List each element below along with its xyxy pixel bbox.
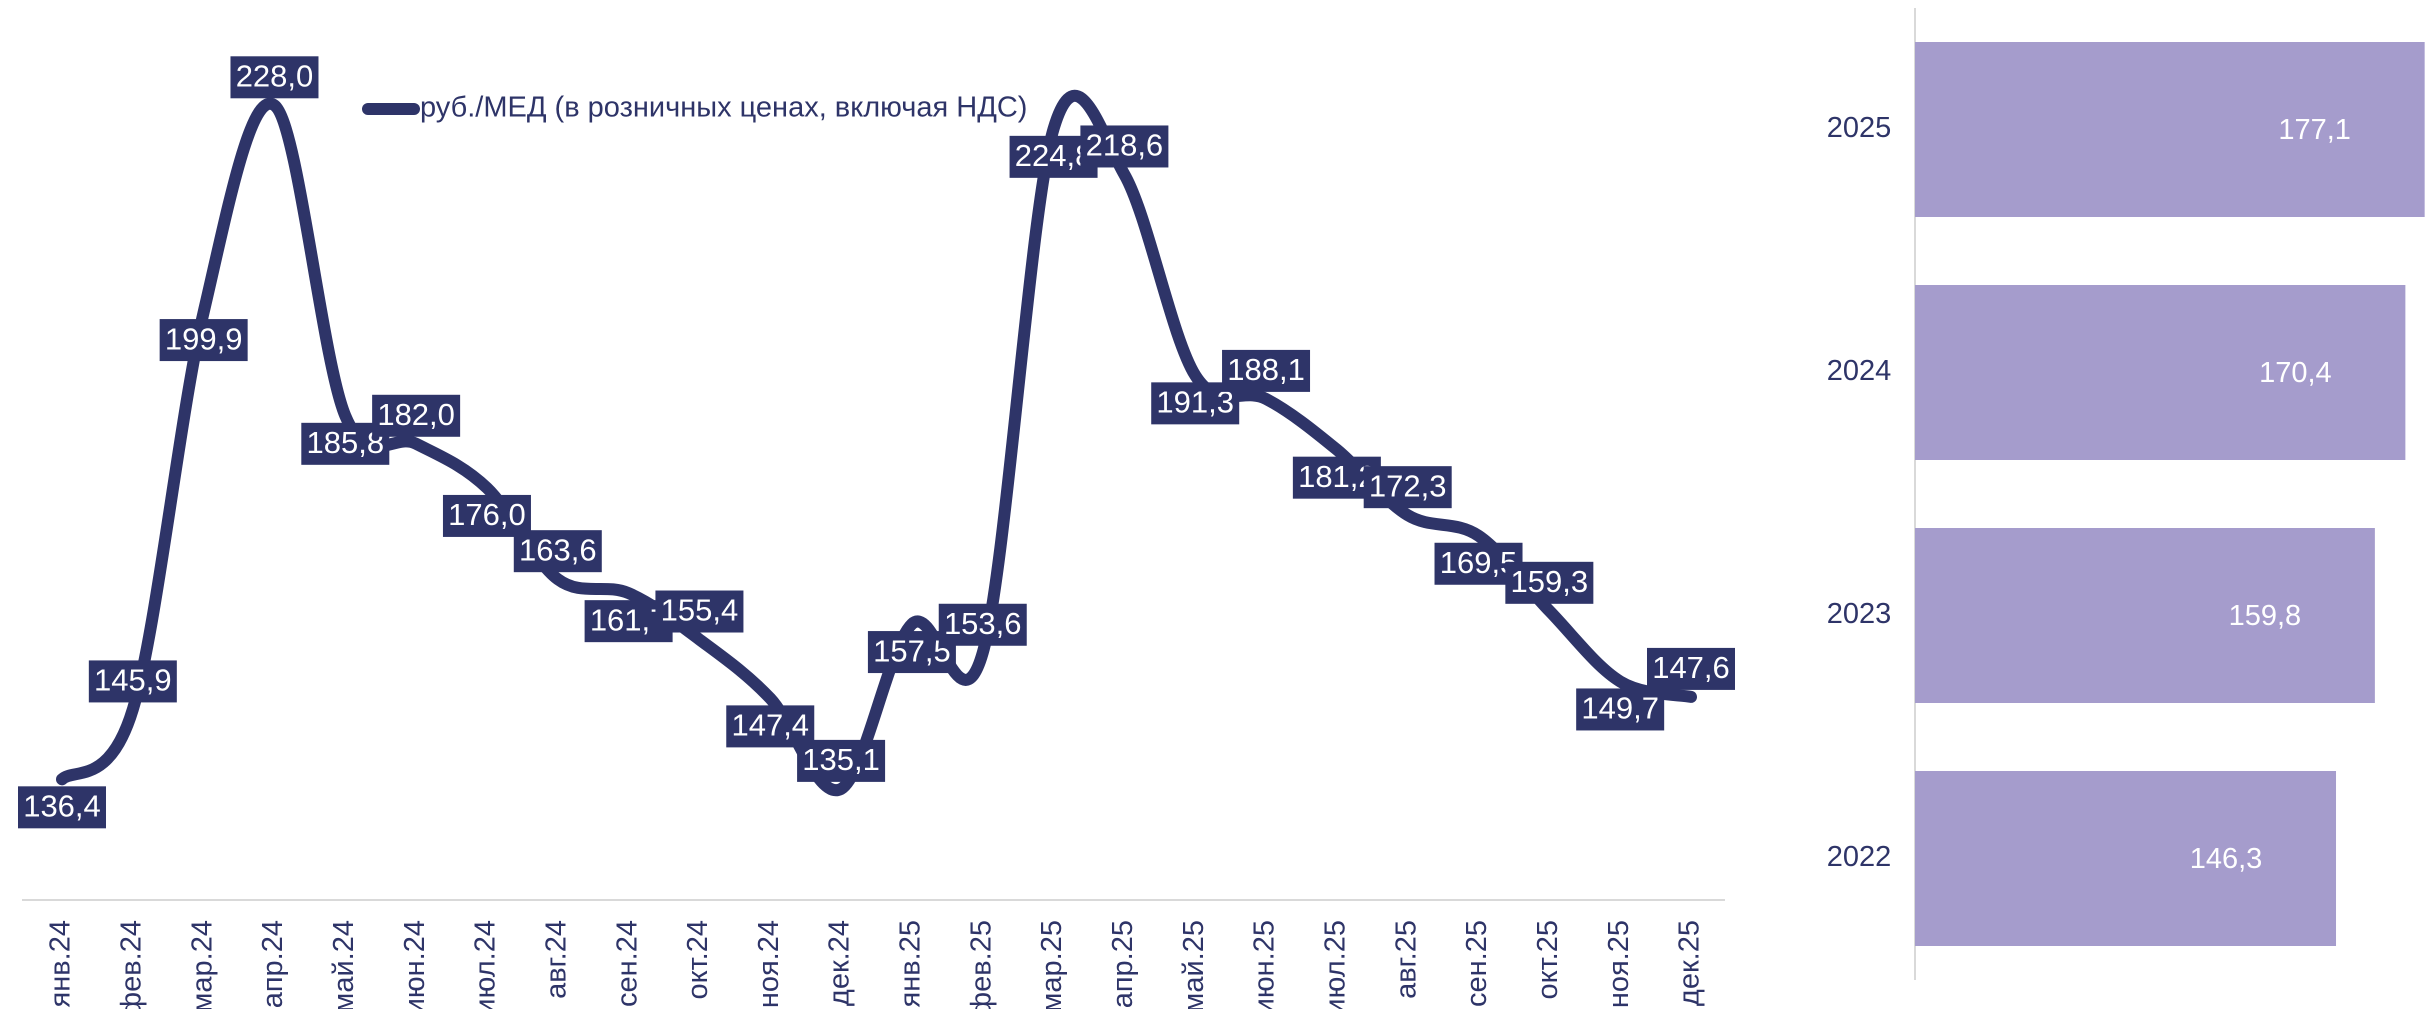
bar	[1915, 42, 2425, 217]
x-tick-label: авг.25	[1390, 920, 1422, 999]
value-label: 169,5	[1440, 545, 1518, 580]
bar	[1915, 528, 2375, 703]
value-label: 157,5	[873, 633, 951, 668]
value-label-box	[513, 530, 602, 573]
y-tick-label: 2022	[1827, 841, 1892, 873]
x-tick-label: сен.25	[1461, 920, 1493, 1007]
x-tick-label: июл.24	[470, 920, 502, 1009]
value-label: 188,1	[1227, 352, 1305, 387]
value-label-box	[442, 494, 531, 537]
bar-label: 146,3	[2190, 843, 2263, 875]
x-tick-label: мар.25	[1036, 920, 1068, 1009]
x-tick-label: ноя.25	[1603, 920, 1635, 1008]
value-label: 155,4	[661, 593, 739, 628]
value-label: 159,3	[1511, 564, 1589, 599]
bar-label: 177,1	[2278, 114, 2351, 146]
value-label: 228,0	[236, 58, 314, 93]
value-label-box	[372, 394, 461, 437]
y-tick-label: 2025	[1827, 112, 1892, 144]
value-label: 161,7	[590, 602, 668, 637]
value-label: 218,6	[1086, 128, 1164, 163]
bar-label: 159,8	[2229, 600, 2302, 632]
x-tick-label: янв.25	[895, 920, 927, 1007]
value-label-box	[1363, 466, 1452, 509]
x-tick-label: июн.24	[399, 920, 431, 1009]
value-label: 135,1	[802, 742, 880, 777]
x-tick-label: фев.24	[115, 920, 147, 1009]
value-label: 185,8	[307, 425, 385, 460]
value-label: 191,3	[1156, 385, 1234, 420]
x-tick-label: апр.24	[257, 920, 289, 1008]
x-tick-label: май.25	[1178, 920, 1210, 1009]
x-tick-label: фев.25	[965, 920, 997, 1009]
value-label: 145,9	[94, 663, 172, 698]
x-tick-label: окт.24	[682, 920, 714, 1000]
x-tick-label: сен.24	[611, 920, 643, 1007]
value-label: 181,2	[1298, 459, 1376, 494]
value-label: 199,9	[165, 321, 243, 356]
value-label-box	[230, 56, 319, 99]
value-label-box	[1647, 647, 1735, 690]
value-label: 224,8	[1015, 138, 1093, 173]
x-tick-label: май.24	[328, 920, 360, 1009]
value-label: 147,6	[1652, 650, 1730, 685]
x-tick-label: окт.25	[1532, 920, 1564, 1000]
value-label: 136,4	[23, 789, 101, 824]
value-label-box	[1576, 688, 1665, 731]
x-tick-label: дек.25	[1674, 920, 1706, 1006]
value-label: 176,0	[448, 497, 526, 532]
legend-label: руб./МЕД (в розничных ценах, включая НДС…	[420, 92, 1027, 124]
value-label-box	[1222, 349, 1311, 392]
x-tick-label: мар.24	[186, 920, 218, 1009]
x-tick-label: ноя.24	[753, 920, 785, 1008]
value-label-box	[159, 319, 248, 362]
value-label: 182,0	[377, 397, 455, 432]
y-tick-label: 2024	[1827, 355, 1892, 387]
value-label: 172,3	[1369, 468, 1447, 503]
x-tick-label: авг.24	[540, 920, 572, 999]
value-label: 163,6	[519, 532, 597, 567]
value-label-box	[797, 739, 886, 782]
x-tick-label: июн.25	[1249, 920, 1281, 1009]
value-label: 147,4	[731, 708, 809, 743]
x-tick-label: июл.25	[1320, 920, 1352, 1009]
y-tick-label: 2023	[1827, 598, 1892, 630]
bar	[1915, 285, 2406, 460]
value-label-box	[18, 786, 106, 829]
x-tick-label: апр.25	[1107, 920, 1139, 1008]
value-label-box	[88, 660, 177, 703]
value-label-box	[1505, 561, 1594, 604]
x-tick-label: янв.24	[45, 920, 77, 1007]
bar	[1915, 771, 2337, 946]
value-label-box	[938, 603, 1027, 646]
value-label-box	[1080, 125, 1169, 168]
value-label: 149,7	[1581, 691, 1659, 726]
bar-label: 170,4	[2259, 357, 2332, 389]
x-tick-label: дек.24	[824, 920, 856, 1006]
value-label: 153,6	[944, 606, 1022, 641]
value-label-box	[655, 590, 744, 633]
